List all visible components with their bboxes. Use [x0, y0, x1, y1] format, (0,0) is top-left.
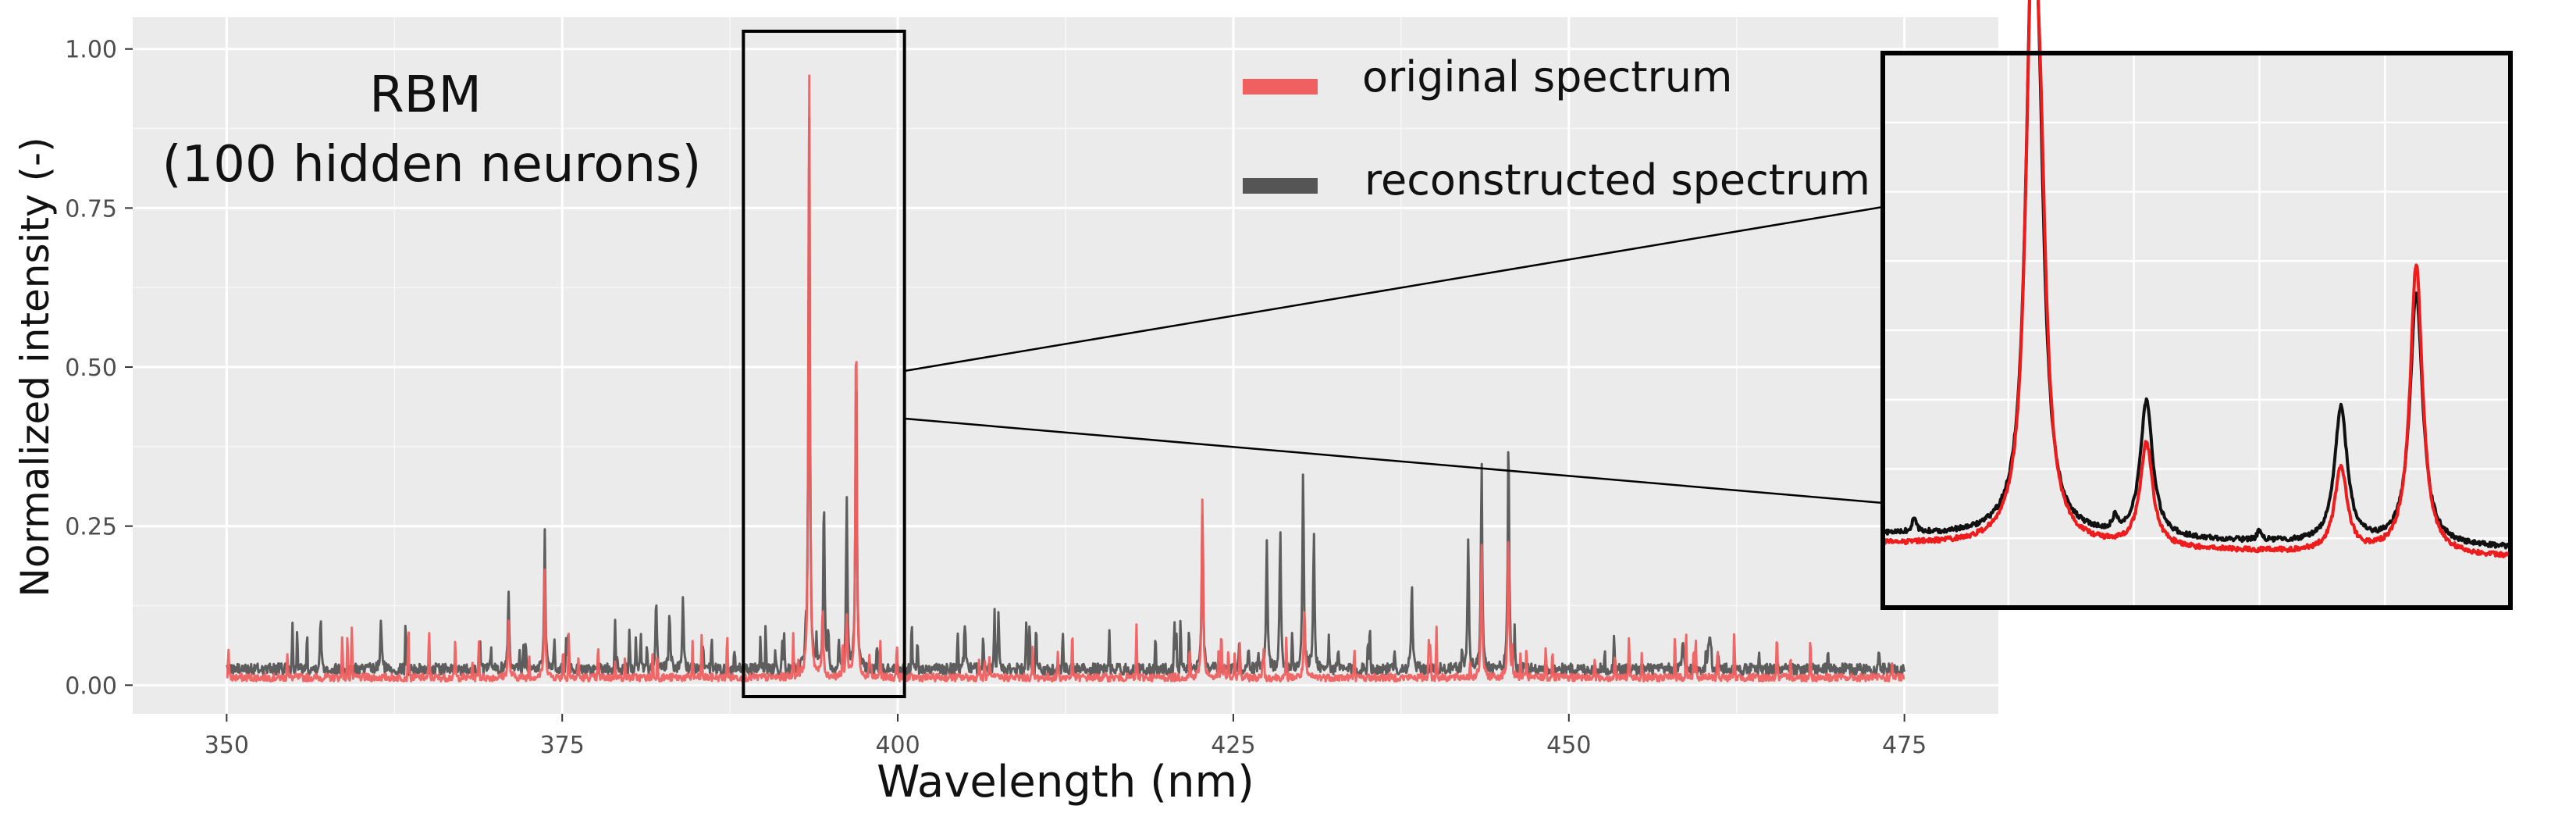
legend: original spectrum reconstructed spectrum	[1243, 52, 1870, 205]
model-annotation-line1: RBM	[369, 66, 482, 124]
plot-series	[226, 74, 1906, 683]
legend-label-reconstructed: reconstructed spectrum	[1364, 155, 1870, 205]
y-tick-label: 0.50	[65, 355, 117, 382]
x-tick-label: 350	[205, 732, 249, 759]
x-axis-title: Wavelength (nm)	[877, 757, 1254, 808]
y-tick-label: 1.00	[65, 37, 117, 64]
plot-axes: 350 375 400 425 450 475 0.00 0.25 0.50 0.75 1.00	[65, 37, 1927, 759]
x-tick-label: 375	[540, 732, 585, 759]
x-tick-label: 475	[1882, 732, 1927, 759]
y-tick-label: 0.25	[65, 514, 117, 541]
x-tick-label: 450	[1546, 732, 1591, 759]
model-annotation-line2: (100 hidden neurons)	[162, 136, 702, 194]
inset-frame	[1880, 51, 2513, 610]
x-tick-label: 425	[1211, 732, 1255, 759]
legend-label-original: original spectrum	[1362, 52, 1733, 102]
inset-series	[1881, 0, 2512, 558]
zoom-region-box	[742, 30, 906, 698]
x-tick-label: 400	[875, 732, 920, 759]
inset-line-original	[1881, 0, 2512, 558]
legend-key-original	[1243, 79, 1318, 94]
y-axis-title: Normalized intensity (-)	[12, 137, 58, 597]
zoom-connector-bottom	[904, 417, 1884, 504]
series-line-original	[226, 74, 1905, 683]
legend-key-reconstructed	[1243, 178, 1318, 194]
y-tick-label: 0.75	[65, 195, 117, 223]
zoom-connector-top	[904, 205, 1884, 373]
y-tick-label: 0.00	[65, 672, 117, 700]
